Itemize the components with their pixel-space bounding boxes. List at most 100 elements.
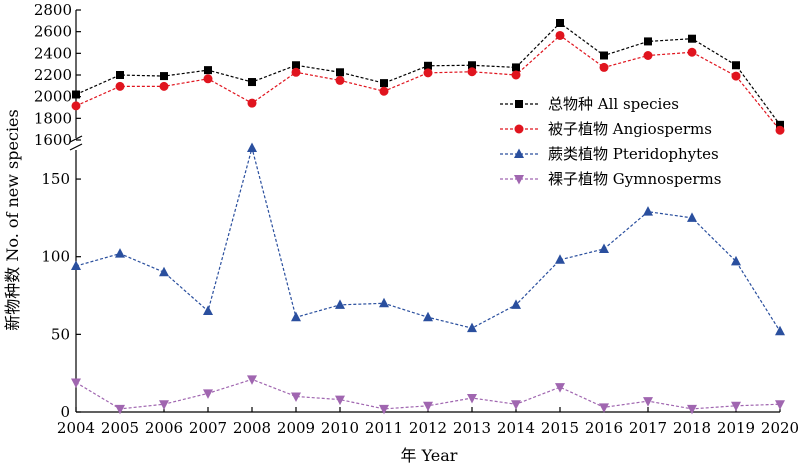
data-point: [115, 81, 125, 91]
data-point: [159, 400, 169, 410]
data-point: [511, 70, 521, 80]
data-point: [515, 100, 523, 108]
data-point: [555, 383, 565, 393]
data-point: [379, 297, 389, 308]
data-point: [643, 397, 653, 407]
x-tick-label: 2020: [761, 419, 799, 437]
data-point: [776, 120, 784, 129]
data-point: [159, 266, 169, 277]
data-point: [247, 142, 257, 152]
y-tick-label: 2000: [34, 88, 72, 106]
legend-item: 蕨类植物 Pteridophytes: [500, 145, 719, 163]
legend-label: 裸子植物 Gymnosperms: [548, 170, 721, 188]
x-tick-label: 2012: [409, 419, 447, 437]
y-tick-label: 1600: [34, 131, 72, 149]
data-point: [467, 67, 477, 77]
x-axis-title: 年 Year: [401, 446, 458, 465]
x-tick-label: 2004: [57, 419, 95, 437]
y-tick-label: 50: [51, 325, 70, 343]
data-point: [555, 254, 565, 264]
data-point: [159, 81, 169, 91]
legend-item: 总物种 All species: [500, 95, 679, 113]
data-point: [71, 101, 81, 111]
x-tick-label: 2005: [101, 419, 139, 437]
y-tick-label: 100: [41, 248, 70, 266]
data-point: [292, 61, 300, 70]
data-point: [291, 392, 301, 402]
data-point: [687, 404, 697, 415]
data-point: [335, 299, 345, 309]
x-tick-label: 2008: [233, 419, 271, 437]
data-point: [203, 389, 213, 399]
data-point: [247, 375, 257, 385]
data-point: [643, 51, 653, 60]
x-tick-label: 2007: [189, 419, 227, 437]
data-point: [203, 74, 213, 84]
data-point: [71, 378, 81, 388]
legend-item: 裸子植物 Gymnosperms: [500, 170, 721, 188]
axis-break-mark: [69, 135, 83, 143]
data-point: [775, 125, 785, 135]
series-layer: [71, 19, 785, 415]
data-point: [115, 248, 125, 258]
data-point: [687, 212, 697, 222]
axes: 1600 1800 2000 2200 2400 2600 2800 0 50 100 150 200…: [34, 1, 799, 437]
data-point: [599, 243, 609, 253]
data-point: [731, 255, 741, 266]
x-tick-label: 2015: [541, 419, 579, 437]
data-point: [247, 98, 257, 108]
data-point: [423, 401, 433, 412]
data-point: [115, 404, 125, 415]
data-point: [379, 404, 389, 415]
y-tick-label: 1800: [34, 109, 72, 127]
data-point: [775, 325, 785, 336]
data-point: [599, 403, 609, 413]
data-point: [731, 401, 741, 412]
legend: 总物种 All species 被子植物 Angiosperms 蕨类植物 Pter…: [500, 95, 721, 188]
data-point: [160, 72, 168, 81]
series-line: [75, 34, 781, 131]
y-tick-label: 2400: [34, 44, 72, 62]
legend-item: 被子植物 Angiosperms: [500, 120, 712, 138]
data-point: [71, 260, 81, 271]
series-3: [71, 375, 785, 415]
data-point: [335, 395, 345, 406]
series-2: [71, 142, 785, 336]
data-point: [379, 86, 389, 96]
data-point: [204, 66, 212, 75]
data-point: [555, 30, 565, 40]
data-point: [423, 68, 433, 78]
y-tick-label: 2600: [34, 23, 72, 41]
x-tick-label: 2006: [145, 419, 183, 437]
data-point: [599, 62, 609, 72]
data-point: [688, 34, 696, 43]
series-1: [71, 30, 785, 135]
data-point: [514, 175, 524, 185]
x-tick-label: 2013: [453, 419, 491, 437]
data-point: [467, 394, 477, 404]
data-point: [248, 78, 256, 87]
legend-label: 被子植物 Angiosperms: [548, 120, 712, 138]
data-point: [72, 90, 80, 99]
data-point: [468, 61, 476, 70]
x-tick-label: 2014: [497, 419, 535, 437]
data-point: [731, 71, 741, 81]
data-point: [643, 206, 653, 216]
x-tick-label: 2009: [277, 419, 315, 437]
data-point: [291, 67, 301, 77]
data-point: [512, 63, 520, 72]
data-point: [511, 299, 521, 309]
x-tick-label: 2016: [585, 419, 623, 437]
data-point: [687, 47, 697, 57]
data-point: [775, 400, 785, 410]
y-tick-label: 150: [41, 170, 70, 188]
data-point: [424, 61, 432, 70]
data-point: [336, 68, 344, 77]
y-axis-title: 新物种数 No. of new species: [3, 109, 22, 331]
data-point: [511, 400, 521, 410]
data-point: [556, 19, 564, 27]
x-tick-label: 2010: [321, 419, 359, 437]
legend-label: 蕨类植物 Pteridophytes: [548, 145, 719, 163]
x-tick-label: 2019: [717, 419, 755, 437]
